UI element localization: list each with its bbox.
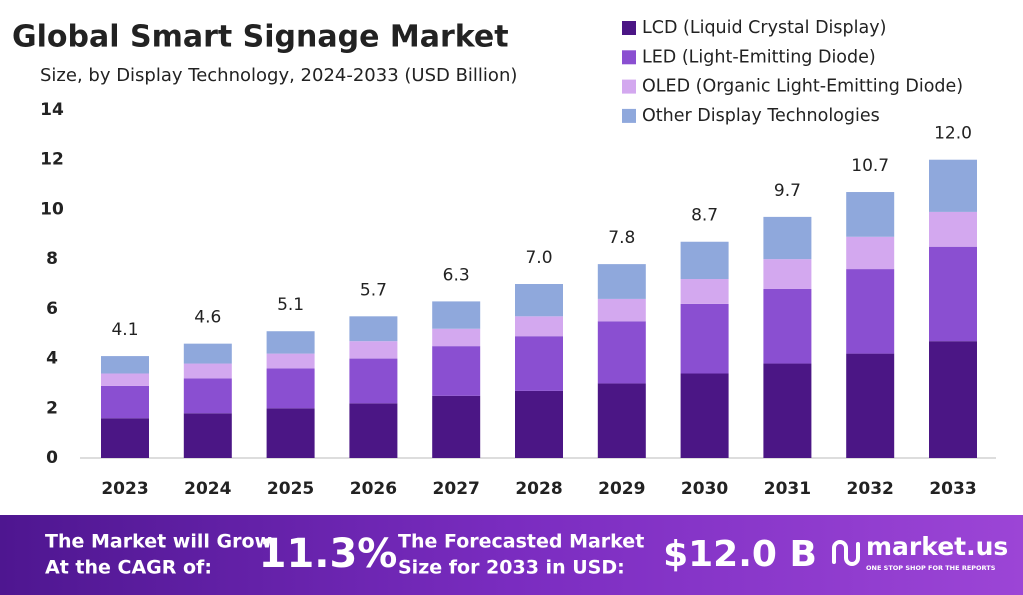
bar-segment — [266, 368, 315, 409]
x-tick-label: 2031 — [764, 479, 811, 499]
bar-segment — [929, 159, 977, 212]
bar-segment — [432, 346, 481, 396]
bar-segment — [183, 343, 232, 364]
x-tick-label: 2029 — [598, 479, 645, 499]
legend-swatch — [622, 21, 636, 35]
y-tick-label: 14 — [40, 100, 64, 120]
y-tick-label: 6 — [46, 299, 58, 319]
bar-segment — [846, 269, 895, 354]
bar-segment — [597, 383, 646, 458]
bar-segment — [266, 408, 315, 458]
total-label: 6.3 — [443, 265, 470, 285]
total-label: 5.7 — [360, 280, 387, 300]
bar-segment — [349, 316, 398, 342]
footer-text: The Forecasted Market — [398, 531, 644, 553]
bar-segment — [763, 216, 812, 260]
bar-segment — [929, 246, 977, 342]
x-tick-label: 2028 — [515, 479, 562, 499]
bar-segment — [515, 336, 563, 391]
legend-swatch — [622, 79, 636, 94]
forecast-value: $12.0 B — [663, 534, 817, 575]
footer-text: The Market will Grow — [45, 531, 272, 553]
x-tick-label: 2023 — [101, 479, 148, 499]
y-tick-label: 10 — [40, 199, 64, 219]
x-tick-label: 2030 — [681, 479, 728, 499]
bar-segment — [846, 236, 895, 270]
total-label: 7.0 — [525, 248, 552, 268]
brand-logo — [832, 540, 860, 566]
bar-segment — [597, 264, 646, 299]
bar-segment — [680, 373, 729, 458]
bar-segment — [597, 321, 646, 384]
x-tick-label: 2024 — [184, 479, 231, 499]
total-label: 7.8 — [608, 228, 635, 248]
bar-segment — [432, 328, 481, 347]
total-label: 5.1 — [277, 295, 304, 315]
bar-segment — [929, 211, 977, 247]
bar-segment — [515, 316, 563, 337]
legend-label: LCD (Liquid Crystal Display) — [642, 18, 886, 38]
x-tick-label: 2027 — [433, 479, 480, 499]
legend-swatch — [622, 108, 636, 123]
bar-segment — [349, 341, 398, 359]
bar-segment — [266, 331, 315, 354]
bar-segment — [680, 279, 729, 304]
brand-tagline: ONE STOP SHOP FOR THE REPORTS — [866, 564, 996, 572]
x-tick-label: 2032 — [847, 479, 894, 499]
bar-segment — [929, 341, 977, 458]
x-tick-label: 2033 — [929, 479, 976, 499]
legend-label: OLED (Organic Light-Emitting Diode) — [642, 77, 963, 97]
bar-segment — [515, 390, 563, 458]
legend-label: Other Display Technologies — [642, 106, 880, 126]
bar-segment — [349, 403, 398, 458]
bar-segment — [680, 241, 729, 280]
y-tick-label: 0 — [46, 448, 58, 468]
legend-label: LED (Light-Emitting Diode) — [642, 47, 876, 67]
logo-mark — [832, 540, 860, 566]
total-label: 4.1 — [111, 320, 138, 340]
legend-swatch — [622, 50, 636, 65]
footer-text: Size for 2033 in USD: — [398, 557, 625, 579]
y-tick-label: 12 — [40, 150, 64, 170]
bar-segment — [101, 385, 149, 419]
bar-segment — [846, 353, 895, 458]
bar-segment — [432, 301, 481, 329]
bar-segment — [183, 378, 232, 414]
bar-segment — [763, 259, 812, 289]
bar-segment — [432, 395, 481, 458]
chart-subtitle: Size, by Display Technology, 2024-2033 (… — [40, 65, 517, 86]
cagr-value: 11.3% — [259, 531, 398, 577]
bar-segment — [846, 192, 895, 237]
y-tick-label: 4 — [46, 349, 58, 369]
x-tick-label: 2026 — [350, 479, 397, 499]
total-label: 10.7 — [851, 156, 889, 176]
bar-segment — [597, 298, 646, 322]
y-tick-label: 8 — [46, 249, 58, 269]
bar-segment — [515, 284, 563, 317]
bar-segment — [349, 358, 398, 404]
total-label: 12.0 — [934, 124, 972, 144]
bar-segment — [763, 288, 812, 364]
total-label: 4.6 — [194, 308, 221, 328]
x-tick-label: 2025 — [267, 479, 314, 499]
bar-segment — [266, 353, 315, 369]
bar-segment — [183, 413, 232, 458]
chart-title: Global Smart Signage Market — [12, 20, 509, 55]
bar-segment — [680, 303, 729, 374]
bar-segment — [101, 356, 149, 374]
bar-segment — [101, 418, 149, 458]
brand-name: market.us — [866, 532, 1008, 561]
total-label: 8.7 — [691, 206, 718, 226]
y-tick-label: 2 — [46, 398, 58, 418]
bar-segment — [101, 373, 149, 386]
bar-segment — [183, 363, 232, 379]
footer-band — [0, 515, 1023, 595]
bar-segment — [763, 363, 812, 458]
footer-text: At the CAGR of: — [45, 557, 212, 579]
total-label: 9.7 — [774, 181, 801, 201]
